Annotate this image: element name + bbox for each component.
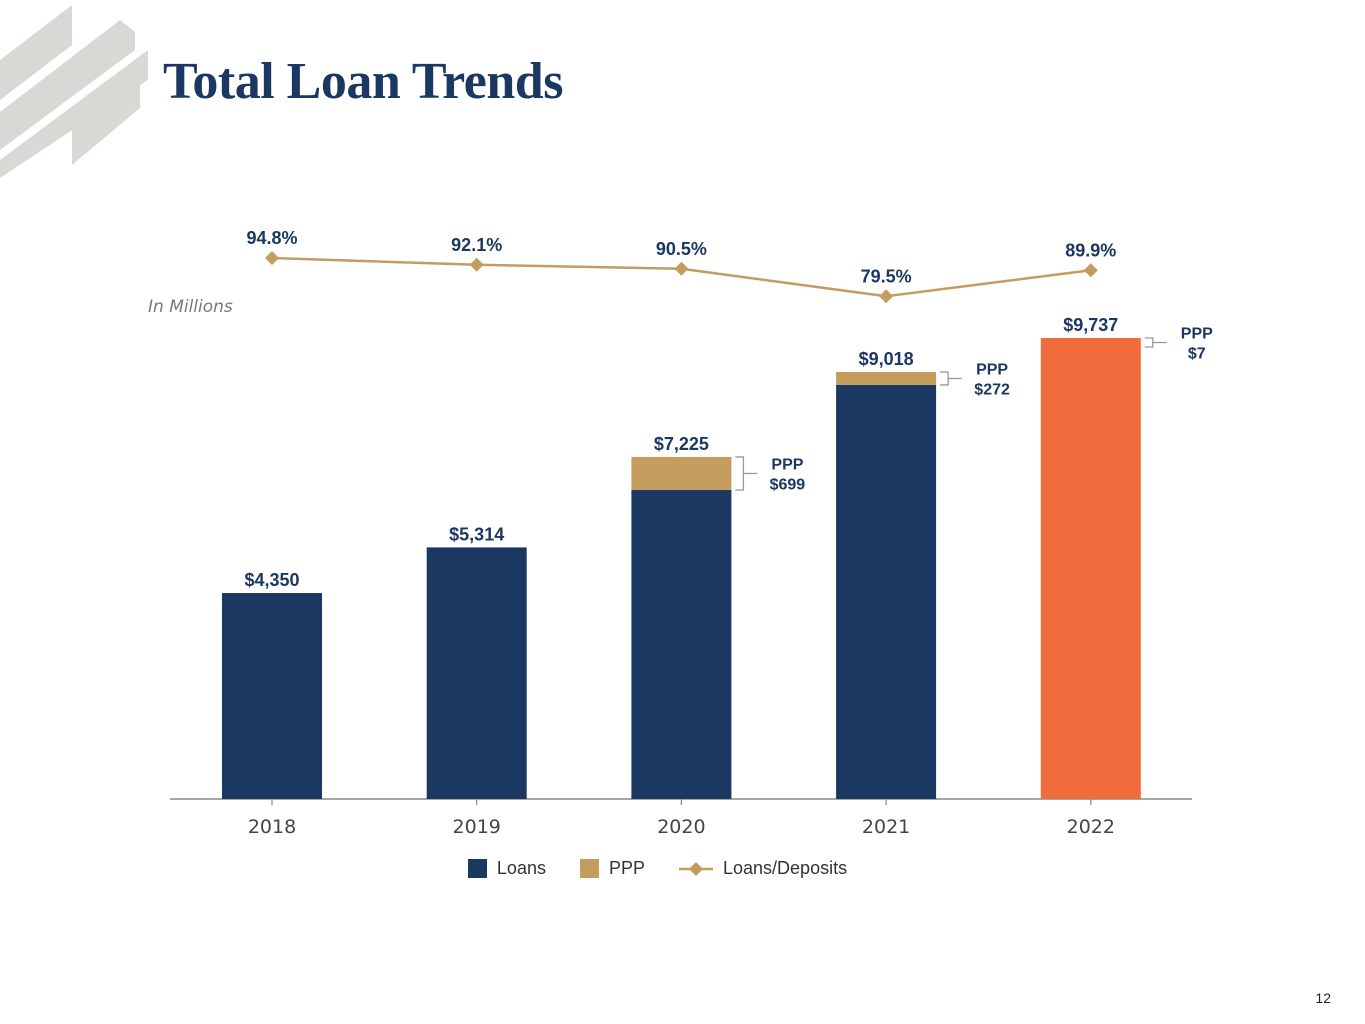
bar-loans-2022 [1040, 338, 1141, 799]
legend-swatch-ppp [579, 859, 599, 878]
bar-total-label-2022: $9,737 [1063, 315, 1118, 335]
loans-deposits-point-2019 [469, 257, 484, 272]
loans-deposits-point-2021 [879, 289, 894, 304]
ppp-callout-value-2021: $272 [974, 381, 1010, 398]
bar-loans-2018 [222, 593, 322, 799]
ppp-bracket-2020 [735, 456, 745, 491]
loans-deposits-label-2019: 92.1% [451, 235, 502, 255]
bar-ppp-2020 [631, 456, 732, 491]
bar-ppp-2021 [836, 372, 937, 385]
loans-deposits-point-2020 [674, 261, 689, 276]
loans-deposits-point-2018 [265, 251, 279, 265]
x-tick-label-2020: 2020 [657, 816, 705, 838]
loans-deposits-label-2020: 90.5% [656, 239, 707, 259]
legend-label-loans: Loans [496, 858, 546, 878]
ppp-callout-value-2020: $699 [770, 476, 806, 493]
ppp-callout-label-2020: PPP [771, 456, 803, 473]
legend-item-ratio: Loans/Deposits [679, 858, 847, 879]
legend-line-diamond-icon [679, 861, 713, 876]
legend-swatch-loans [467, 859, 487, 878]
bar-total-label-2021: $9,018 [859, 349, 914, 369]
loans-deposits-label-2022: 89.9% [1065, 240, 1116, 260]
bar-total-label-2020: $7,225 [654, 434, 709, 454]
ppp-callout-label-2021: PPP [976, 361, 1008, 378]
loans-deposits-point-2022 [1083, 263, 1098, 278]
legend-item-loans: Loans [467, 858, 546, 879]
ppp-callout-value-2022: $7 [1188, 346, 1206, 363]
ppp-bracket-2021 [940, 371, 949, 386]
bar-total-label-2018: $4,350 [244, 570, 299, 590]
x-tick-label-2018: 2018 [248, 816, 296, 838]
bar-loans-2020 [631, 490, 732, 799]
bar-total-label-2019: $5,314 [449, 524, 504, 544]
legend-item-ppp: PPP [579, 858, 645, 879]
loans-deposits-label-2021: 79.5% [861, 266, 912, 286]
chart-legend: Loans PPP Loans/Deposits [0, 858, 1365, 879]
loans-deposits-label-2018: 94.8% [246, 228, 297, 248]
bar-loans-2021 [836, 384, 937, 799]
ppp-bracket-2022 [1144, 337, 1154, 348]
ppp-callout-label-2022: PPP [1181, 326, 1213, 343]
legend-label-ppp: PPP [608, 858, 645, 878]
page-title: Total Loan Trends [163, 53, 563, 110]
x-tick-label-2021: 2021 [862, 816, 910, 838]
bar-loans-2019 [426, 547, 527, 799]
loan-trends-chart: 2018 $4,350 2019 $5,314 2020 $7,225 2021 $9,018… [170, 228, 1213, 838]
legend-label-ratio: Loans/Deposits [723, 858, 848, 878]
company-logo-icon [0, 5, 148, 178]
page-number: 12 [1315, 990, 1331, 1006]
unit-note: In Millions [148, 297, 233, 317]
x-tick-label-2022: 2022 [1067, 816, 1115, 838]
x-tick-label-2019: 2019 [453, 816, 501, 838]
